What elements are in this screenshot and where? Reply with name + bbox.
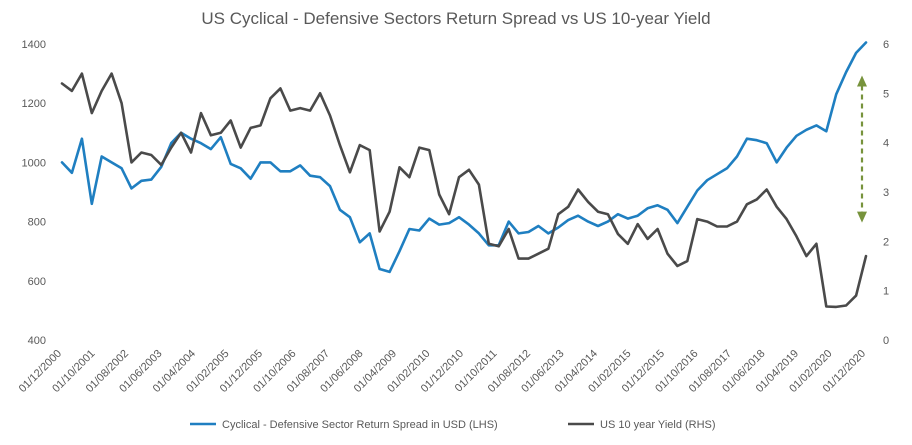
right-tick-label: 4 (883, 138, 889, 150)
right-tick-label: 0 (883, 335, 889, 347)
annotation-arrow-head-down (857, 211, 867, 223)
legend-label-1: US 10 year Yield (RHS) (600, 419, 716, 431)
right-tick-label: 3 (883, 187, 889, 199)
right-axis: 0 1 2 3 4 5 6 (883, 39, 889, 347)
left-tick-label: 600 (28, 276, 46, 288)
left-tick-label: 800 (28, 217, 46, 229)
annotation-arrow-head-up (857, 75, 867, 87)
annotation-layer (857, 75, 867, 223)
left-axis: 400 600 800 1000 1200 1400 (22, 39, 46, 347)
legend-label-0: Cyclical - Defensive Sector Return Sprea… (222, 419, 498, 431)
right-tick-label: 5 (883, 88, 889, 100)
chart-title: US Cyclical - Defensive Sectors Return S… (201, 9, 710, 28)
right-tick-label: 1 (883, 286, 889, 298)
right-tick-label: 6 (883, 39, 889, 51)
legend: Cyclical - Defensive Sector Return Sprea… (190, 419, 716, 431)
left-tick-label: 1400 (22, 39, 46, 51)
x-axis: 01/12/200001/10/200101/08/200201/06/2003… (17, 348, 868, 395)
series-layer (60, 41, 868, 309)
left-tick-label: 1200 (22, 98, 46, 110)
series-line-0 (60, 41, 868, 274)
left-tick-label: 1000 (22, 157, 46, 169)
series-line-1 (60, 72, 868, 309)
left-tick-label: 400 (28, 335, 46, 347)
right-tick-label: 2 (883, 236, 889, 248)
